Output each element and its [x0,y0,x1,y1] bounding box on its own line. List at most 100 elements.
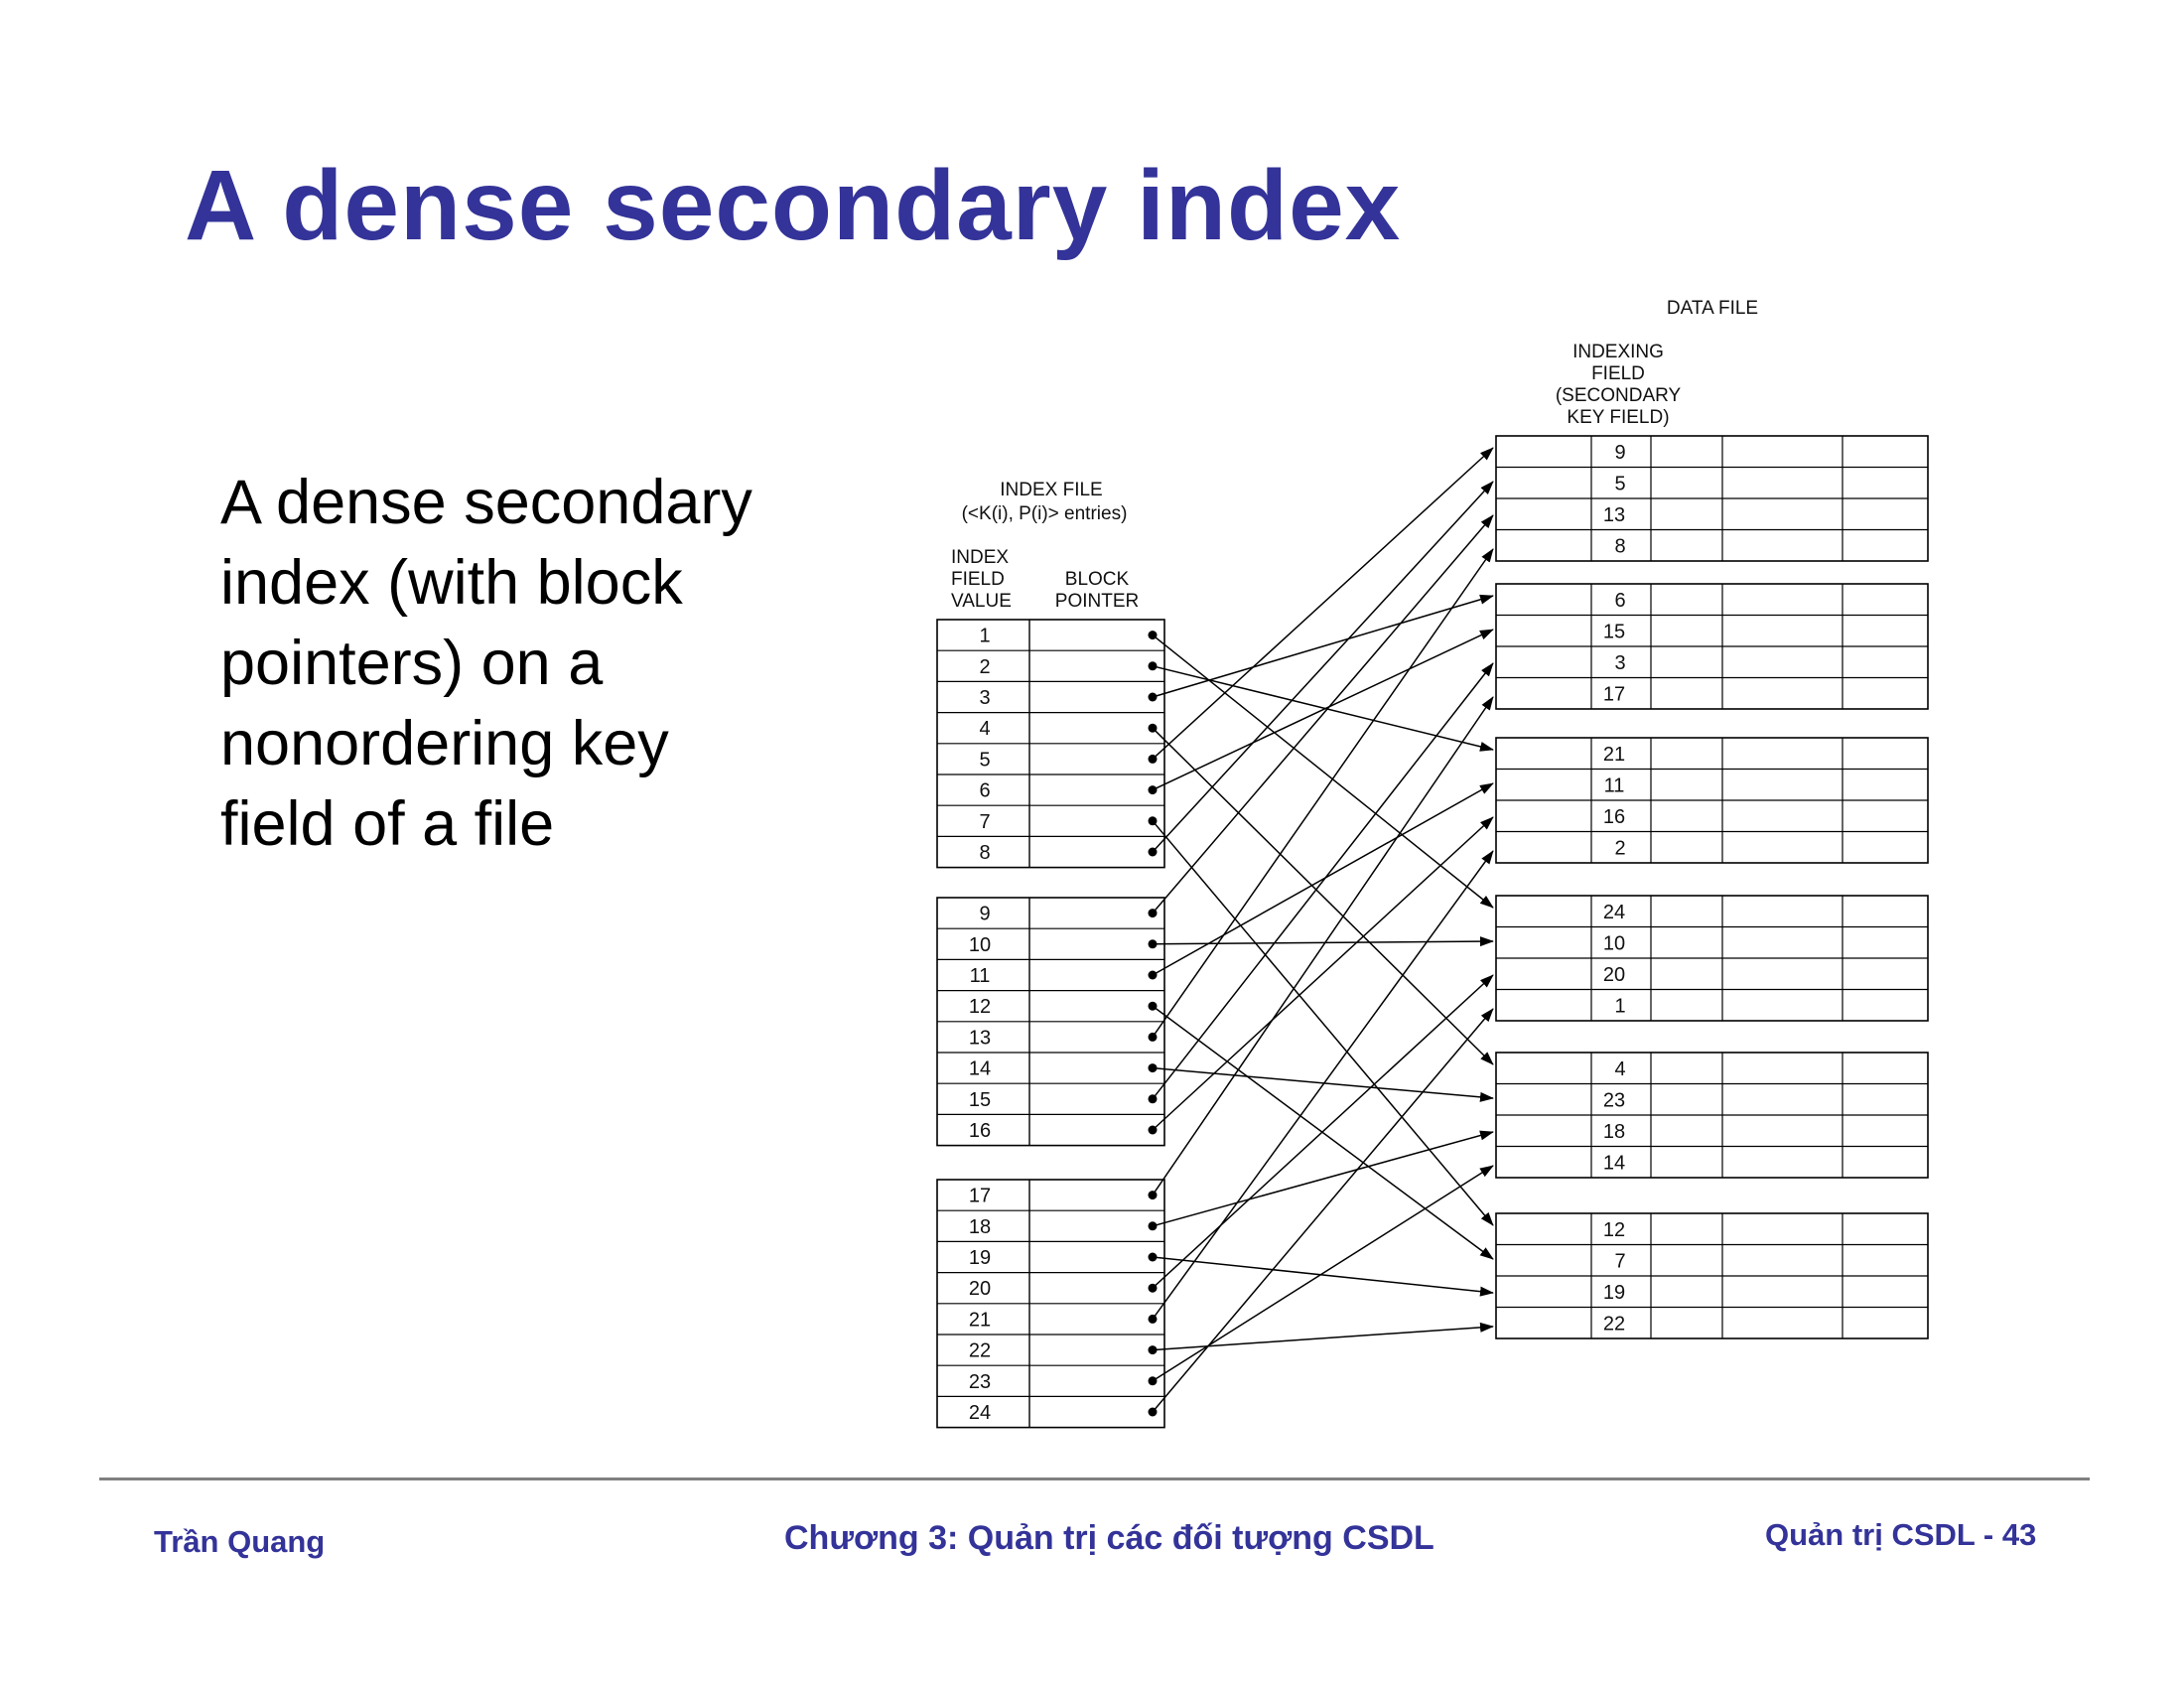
data-block: 21 11 16 2 [1495,737,1929,864]
index-key-value: 23 [969,1371,991,1393]
bullet-line: index (with block [220,548,683,618]
index-field-header: VALUE [951,591,1012,612]
data-block: 24 10 20 1 [1495,895,1929,1022]
index-key-value: 9 [979,904,990,925]
pointer-arrow [1152,548,1494,1038]
index-key-value: 18 [969,1216,991,1238]
data-key-value: 12 [1603,1219,1625,1241]
data-key-value: 15 [1603,621,1625,642]
data-key-value: 20 [1603,964,1625,986]
index-key-value: 8 [979,842,990,864]
bullet-line: nonordering key [220,709,669,778]
index-key-value: 13 [969,1027,991,1049]
data-key-value: 11 [1604,774,1625,796]
index-key-value: 17 [969,1186,991,1207]
pointer-arrow [1152,696,1494,1196]
pointer-arrow [1152,481,1494,853]
dense-secondary-index-diagram: INDEX FILE(<K(i), P(i)> entries)INDEXFIE… [936,298,1929,1429]
pointer-arrow [1152,974,1494,1289]
slide-title: A dense secondary index [185,150,1402,261]
index-key-value: 12 [969,996,991,1018]
pointer-arrow [1152,629,1494,791]
index-block: 9 10 11 12 13 14 15 16 [936,897,1165,1147]
data-key-value: 21 [1603,744,1625,766]
data-key-value: 23 [1603,1089,1625,1111]
index-block: 17 18 19 20 21 22 23 24 [936,1179,1165,1429]
data-key-value: 4 [1614,1058,1625,1080]
pointer-arrow [1152,820,1494,1226]
data-key-value: 19 [1603,1282,1625,1304]
index-key-value: 15 [969,1089,991,1111]
data-key-value: 6 [1614,590,1625,612]
pointer-arrow [1152,514,1494,914]
pointer-arrow [1152,594,1494,698]
pointer-arrow [1152,782,1494,976]
index-file-subtitle: (<K(i), P(i)> entries) [962,503,1128,524]
bullet-line: A dense secondary [220,468,752,537]
pointer-arrow [1152,1165,1494,1382]
footer-chapter: Chương 3: Quản trị các đối tượng CSDL [784,1519,1434,1557]
index-field-header: FIELD [951,569,1005,590]
data-key-value: 16 [1603,806,1625,828]
pointer-arrow [1152,1256,1494,1297]
data-key-value: 24 [1603,902,1625,923]
bullet-line: field of a file [220,789,555,859]
index-key-value: 11 [970,965,991,987]
data-block: 4 23 18 14 [1495,1052,1929,1179]
index-key-value: 14 [969,1058,991,1080]
index-key-value: 5 [979,749,990,771]
data-key-value: 2 [1614,837,1625,859]
index-key-value: 4 [979,718,990,740]
block-pointer-header: BLOCK [1065,569,1130,590]
data-block: 9 5 13 8 [1495,435,1929,562]
pointer-arrow [1152,727,1494,1065]
index-key-value: 7 [979,811,990,833]
data-key-value: 18 [1603,1121,1625,1143]
index-key-value: 3 [979,687,990,709]
data-key-value: 7 [1614,1250,1625,1272]
bullet-text: A dense secondary index (with block poin… [220,463,836,865]
pointer-arrow [1152,447,1494,760]
data-key-value: 10 [1603,932,1625,954]
data-key-value: 13 [1603,504,1625,526]
data-block: 6 15 3 17 [1495,583,1929,710]
data-key-value: 5 [1614,473,1625,494]
pointer-arrow [1152,936,1494,947]
footer-page-number: Quản trị CSDL - 43 [1765,1517,2037,1552]
index-key-value: 22 [969,1340,991,1362]
data-key-value: 8 [1614,535,1625,557]
data-key-value: 14 [1603,1152,1625,1174]
pointer-arrow [1152,1322,1494,1351]
indexing-field-header: KEY FIELD) [1567,407,1669,428]
index-key-value: 6 [979,780,990,802]
indexing-field-header: (SECONDARY [1556,385,1682,406]
block-pointer-header: POINTER [1055,591,1139,612]
pointer-arrow [1152,665,1494,752]
data-key-value: 1 [1614,995,1625,1017]
index-block: 1 2 3 4 5 6 7 8 [936,619,1165,869]
index-key-value: 19 [969,1247,991,1269]
footer-divider [99,1477,2090,1480]
index-key-value: 1 [979,626,990,647]
pointer-arrow [1152,1130,1494,1227]
footer-author: Trần Quang [154,1524,326,1559]
index-key-value: 20 [969,1278,991,1300]
index-key-value: 16 [969,1120,991,1142]
data-block: 12 7 19 22 [1495,1212,1929,1339]
index-key-value: 24 [969,1402,991,1424]
index-key-value: 21 [969,1309,991,1331]
pointer-arrow [1152,850,1494,1320]
index-field-header: INDEX [951,547,1009,568]
data-file-title: DATA FILE [1667,298,1758,319]
pointer-arrow [1152,1066,1494,1102]
pointer-arrow [1152,816,1494,1131]
data-key-value: 9 [1614,442,1625,464]
pointer-arrow [1152,1008,1494,1413]
indexing-field-header: FIELD [1591,363,1645,384]
bullet-line: pointers) on a [220,629,604,698]
index-file-title: INDEX FILE [1000,480,1102,500]
indexing-field-header: INDEXING [1572,342,1664,362]
index-key-value: 10 [969,934,991,956]
index-key-value: 2 [979,656,990,678]
pointer-arrow [1152,662,1494,1100]
